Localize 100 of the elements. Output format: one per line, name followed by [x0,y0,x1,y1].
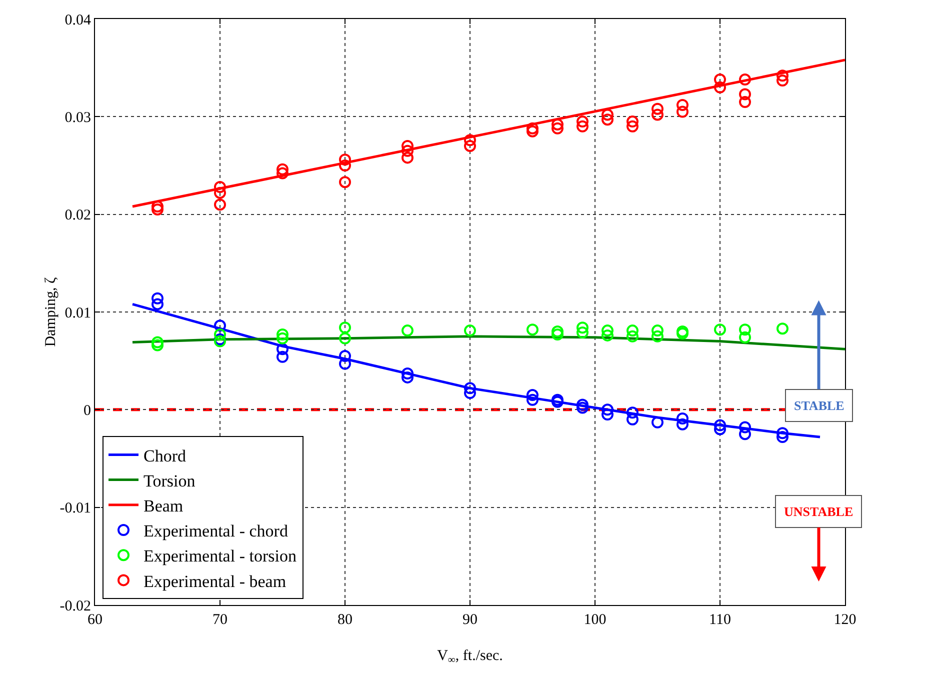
point [214,320,226,332]
point [152,203,164,216]
point [464,382,476,394]
point [714,74,726,86]
point [552,122,564,134]
point [152,336,164,348]
point [339,358,351,370]
point [576,326,588,339]
point [402,324,414,337]
point [464,324,476,337]
y-tick-label: 0 [84,402,91,419]
point [676,412,688,424]
x-tick-label: 70 [212,612,228,628]
point [576,402,588,414]
point [602,329,614,342]
annotation: STABLE [794,398,844,413]
point [739,74,751,86]
point [152,339,164,352]
point [552,326,564,338]
point [739,96,751,108]
point [739,421,751,434]
point [276,328,288,340]
point [576,116,588,128]
point [626,120,638,132]
point [714,324,726,336]
point [339,350,351,362]
point [552,118,564,130]
point [714,81,726,94]
legend-label: Experimental - chord [144,522,288,541]
x-tick-label: 120 [834,612,856,628]
point [652,102,664,115]
point [339,322,351,334]
point [152,292,164,304]
x-tick-label: 60 [88,612,102,628]
point [626,413,638,426]
point [602,114,614,126]
point [676,106,688,118]
point [402,144,414,157]
point [464,134,476,146]
x-tick-label: 110 [709,612,731,628]
point [652,108,664,121]
point [652,324,664,337]
point [576,120,588,132]
point [402,368,414,380]
point [464,387,476,400]
point [402,371,414,384]
y-tick-label: 0.03 [64,110,91,126]
point [739,324,751,336]
point [214,198,226,211]
point [739,428,751,440]
point [739,331,751,344]
point [652,416,664,428]
point [626,324,638,337]
point [276,343,288,356]
point [152,200,164,213]
point [552,328,564,340]
y-tick-label: -0.02 [60,598,91,614]
point [776,322,788,335]
annotation: UNSTABLE [784,504,854,519]
point [276,163,288,176]
point [526,389,538,402]
point [576,398,588,411]
point [739,88,751,100]
x-tick-label: 100 [584,612,606,628]
point [776,427,788,440]
point [576,322,588,334]
point [339,154,351,166]
legend-label: Chord [144,446,186,466]
point [464,140,476,152]
y-tick-label: 0.02 [64,208,91,224]
point [152,298,164,310]
y-axis-title: Damping, ζ [43,277,59,347]
point [276,350,288,363]
point [626,406,638,419]
point [626,116,638,128]
x-tick-label: 90 [462,612,478,628]
x-axis-title: V$_{∞}$, ft./sec. [437,648,503,666]
point [339,332,351,344]
legend-label: Experimental - torsion [144,546,297,566]
point [526,122,538,134]
point [626,330,638,342]
point [676,98,688,111]
point [276,167,288,180]
point [602,404,614,416]
point [402,140,414,152]
legend-label: Beam [144,496,184,516]
point [214,186,226,199]
point [714,419,726,432]
point [676,418,688,430]
point [526,324,538,336]
legend-label: Experimental - beam [144,572,286,591]
point [776,431,788,444]
point [652,330,664,342]
point [526,394,538,406]
point [339,160,351,172]
point [714,423,726,436]
point [602,324,614,337]
point [526,125,538,138]
point [276,332,288,344]
x-tick-label: 80 [338,612,352,628]
